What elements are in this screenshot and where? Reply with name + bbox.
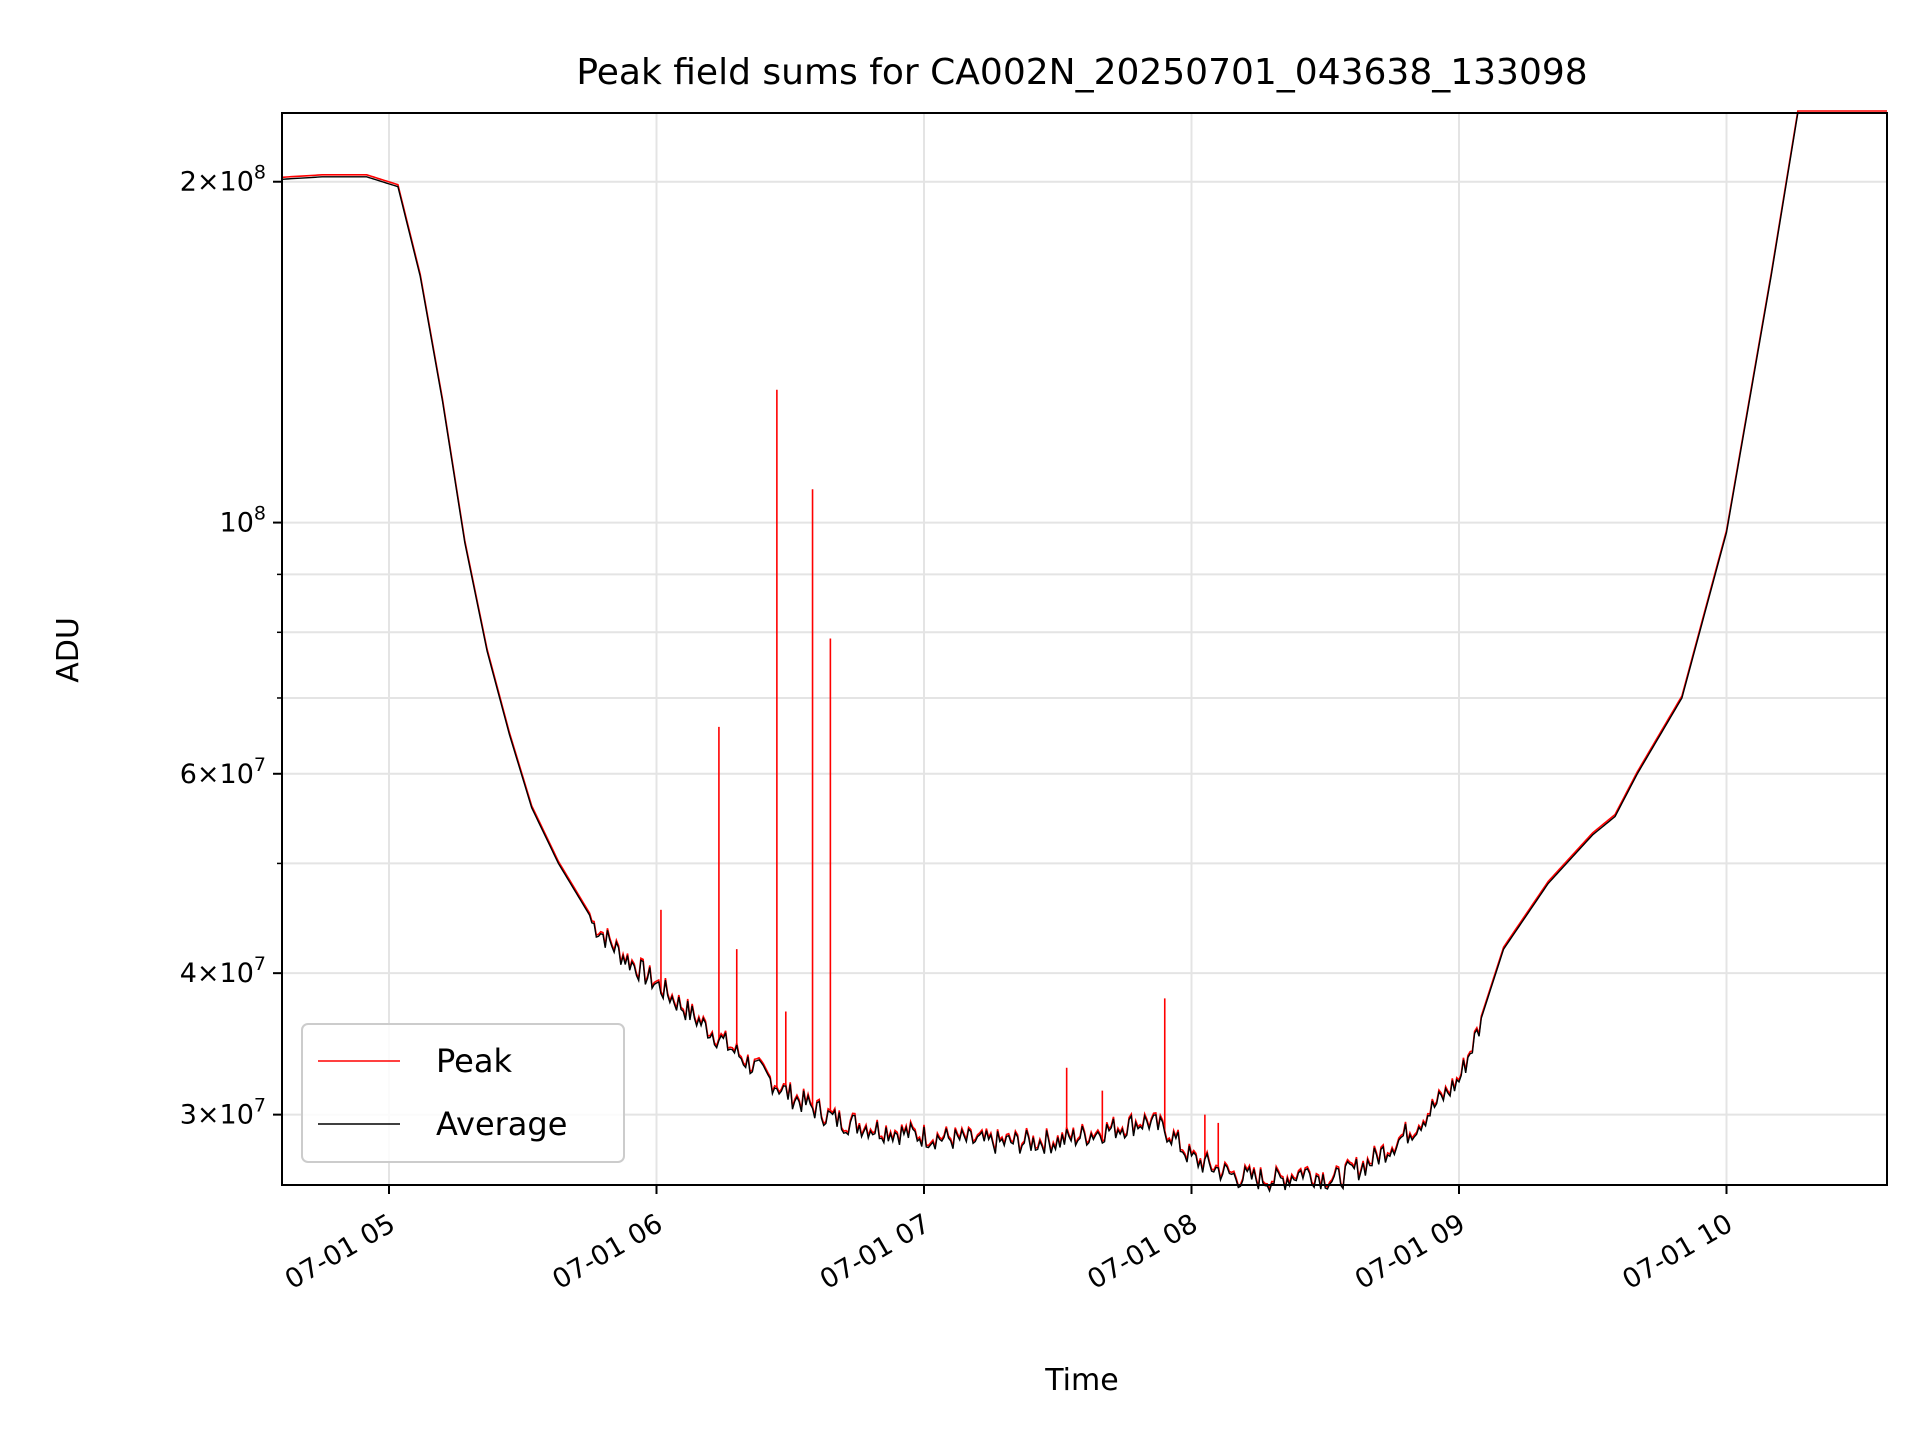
y-axis: 3×107 4×107 6×107 108 2×108: [180, 162, 282, 1131]
y-axis-title: ADU: [51, 617, 86, 683]
legend: Peak Average: [301, 1023, 625, 1163]
grid: [282, 113, 1887, 1185]
y-tick-label: 4×107: [180, 953, 266, 989]
plot-area: [281, 110, 1887, 1193]
y-tick-label: 108: [220, 503, 266, 539]
y-tick-label: 2×108: [180, 162, 266, 198]
y-tick-label: 6×107: [180, 754, 266, 790]
average-series-line: [281, 112, 1887, 1193]
legend-peak-label: Peak: [436, 1042, 512, 1080]
legend-box: [301, 1023, 625, 1163]
chart-title: Peak field sums for CA002N_20250701_0436…: [576, 52, 1587, 93]
plot-frame: [281, 112, 1888, 1186]
legend-average-label: Average: [436, 1105, 567, 1143]
y-tick-label: 3×107: [180, 1095, 266, 1131]
x-axis-title: Time: [1044, 1363, 1118, 1398]
